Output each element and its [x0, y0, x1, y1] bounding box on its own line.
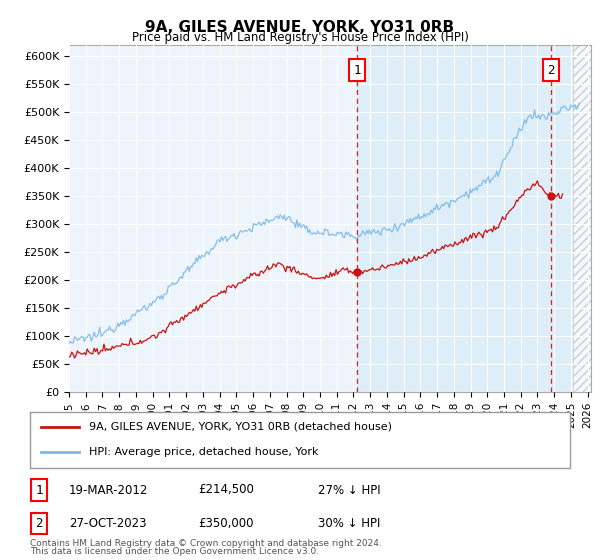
- Text: 9A, GILES AVENUE, YORK, YO31 0RB (detached house): 9A, GILES AVENUE, YORK, YO31 0RB (detach…: [89, 422, 392, 432]
- Bar: [357, 45, 591, 392]
- Text: This data is licensed under the Open Government Licence v3.0.: This data is licensed under the Open Gov…: [30, 547, 319, 556]
- Text: Price paid vs. HM Land Registry's House Price Index (HPI): Price paid vs. HM Land Registry's House …: [131, 31, 469, 44]
- Text: 9A, GILES AVENUE, YORK, YO31 0RB: 9A, GILES AVENUE, YORK, YO31 0RB: [145, 20, 455, 35]
- Text: Contains HM Land Registry data © Crown copyright and database right 2024.: Contains HM Land Registry data © Crown c…: [30, 539, 382, 548]
- Text: 1: 1: [35, 483, 43, 497]
- Text: 1: 1: [353, 63, 361, 77]
- Text: £350,000: £350,000: [198, 517, 254, 530]
- Text: 2: 2: [548, 63, 555, 77]
- Text: 30% ↓ HPI: 30% ↓ HPI: [318, 517, 380, 530]
- Text: HPI: Average price, detached house, York: HPI: Average price, detached house, York: [89, 447, 319, 458]
- Text: 27-OCT-2023: 27-OCT-2023: [69, 517, 146, 530]
- Text: 27% ↓ HPI: 27% ↓ HPI: [318, 483, 380, 497]
- FancyBboxPatch shape: [30, 412, 570, 468]
- Bar: [572, 45, 591, 392]
- Text: 2: 2: [35, 517, 43, 530]
- Text: £214,500: £214,500: [198, 483, 254, 497]
- Text: 19-MAR-2012: 19-MAR-2012: [69, 483, 148, 497]
